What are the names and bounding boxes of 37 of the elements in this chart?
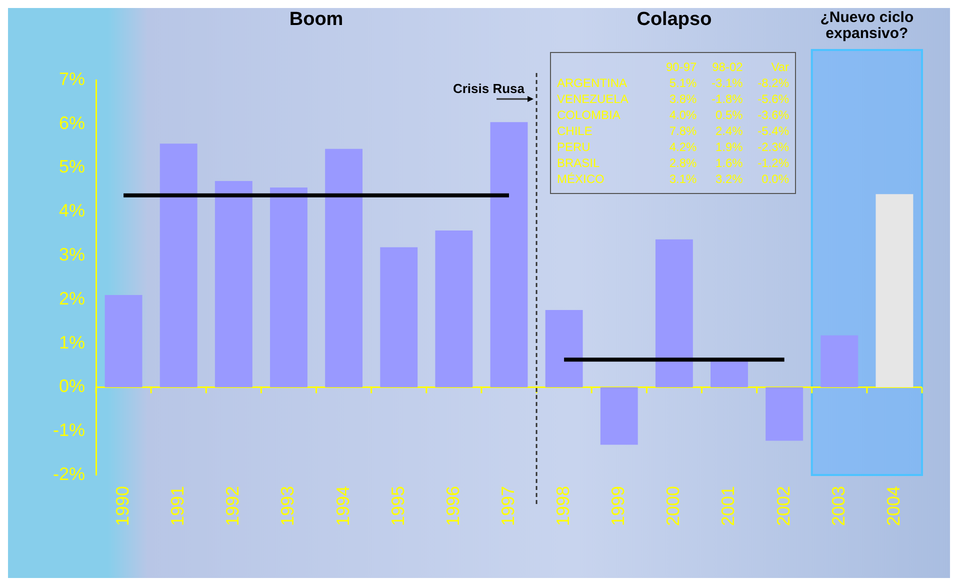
x-tick-label: 1992 <box>222 486 243 526</box>
x-tick-label: 1994 <box>332 486 353 526</box>
text: VENEZUELA 3.8% -1.8% -5.6% <box>557 92 789 106</box>
y-tick-label: 1% <box>58 332 85 352</box>
x-tick-label: 1995 <box>388 486 408 526</box>
text: PERU 4.2% 1.9% -2.3% <box>557 140 789 154</box>
y-tick-label: 7% <box>58 68 85 89</box>
x-tick-label: 2001 <box>718 486 738 526</box>
y-tick-label: 6% <box>58 112 85 133</box>
x-tick-label: 1999 <box>608 486 628 526</box>
text: 90-97 98-02 Var <box>666 60 789 74</box>
x-tick-label: 1993 <box>278 486 298 526</box>
x-tick-label: 2000 <box>663 486 684 526</box>
text: CHILE 7.8% 2.4% -5.4% <box>557 124 789 138</box>
band-label: ¿Nuevo ciclo expansivo? <box>820 9 914 42</box>
x-tick-label: 1990 <box>112 486 132 526</box>
x-tick-label: 2002 <box>773 486 794 526</box>
x-tick-label: 1998 <box>553 486 574 526</box>
y-tick-label: -2% <box>52 464 85 484</box>
x-tick-label: 1996 <box>442 486 463 526</box>
x-tick-label: 2004 <box>883 486 904 526</box>
y-tick-label: -1% <box>52 420 85 440</box>
text: MÉXICO 3.1% 3.2% 0.0% <box>557 172 789 186</box>
y-tick-label: 0% <box>58 376 85 396</box>
text: COLOMBIA 4.0% 0.5% -3.6% <box>557 108 789 122</box>
x-tick-label: 1997 <box>498 486 518 526</box>
y-tick-label: 2% <box>58 288 85 308</box>
y-tick-label: 3% <box>58 244 85 265</box>
text: ARGENTINA 5.1% -3.1% -8.2% <box>557 76 789 90</box>
ref-line-label: Crisis Rusa <box>452 81 526 96</box>
text: BRASIL 2.8% 1.6% -1.2% <box>557 156 789 170</box>
text: Boom <box>289 9 344 30</box>
text: Colapso <box>636 9 712 30</box>
y-tick-label: 5% <box>58 156 85 177</box>
x-tick-label: 1991 <box>168 486 188 526</box>
y-tick-label: 4% <box>58 200 85 221</box>
x-tick-label: 2003 <box>828 486 848 526</box>
